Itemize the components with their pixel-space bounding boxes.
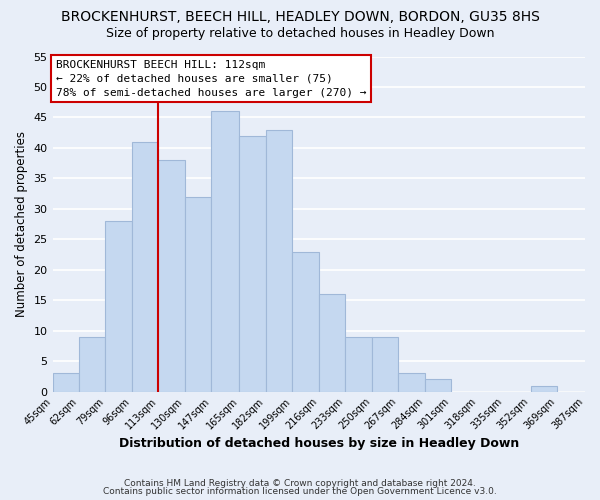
Bar bbox=[319, 294, 345, 392]
Bar bbox=[530, 386, 557, 392]
X-axis label: Distribution of detached houses by size in Headley Down: Distribution of detached houses by size … bbox=[119, 437, 519, 450]
Bar bbox=[158, 160, 185, 392]
Text: BROCKENHURST, BEECH HILL, HEADLEY DOWN, BORDON, GU35 8HS: BROCKENHURST, BEECH HILL, HEADLEY DOWN, … bbox=[61, 10, 539, 24]
Text: Size of property relative to detached houses in Headley Down: Size of property relative to detached ho… bbox=[106, 28, 494, 40]
Bar bbox=[185, 196, 211, 392]
Bar bbox=[53, 374, 79, 392]
Bar bbox=[425, 380, 451, 392]
Bar bbox=[239, 136, 266, 392]
Bar bbox=[79, 337, 106, 392]
Text: Contains public sector information licensed under the Open Government Licence v3: Contains public sector information licen… bbox=[103, 487, 497, 496]
Bar bbox=[398, 374, 425, 392]
Bar bbox=[372, 337, 398, 392]
Text: Contains HM Land Registry data © Crown copyright and database right 2024.: Contains HM Land Registry data © Crown c… bbox=[124, 478, 476, 488]
Y-axis label: Number of detached properties: Number of detached properties bbox=[15, 131, 28, 317]
Bar bbox=[345, 337, 372, 392]
Text: BROCKENHURST BEECH HILL: 112sqm
← 22% of detached houses are smaller (75)
78% of: BROCKENHURST BEECH HILL: 112sqm ← 22% of… bbox=[56, 60, 366, 98]
Bar bbox=[266, 130, 292, 392]
Bar bbox=[292, 252, 319, 392]
Bar bbox=[132, 142, 158, 392]
Bar bbox=[211, 112, 239, 392]
Bar bbox=[106, 221, 132, 392]
